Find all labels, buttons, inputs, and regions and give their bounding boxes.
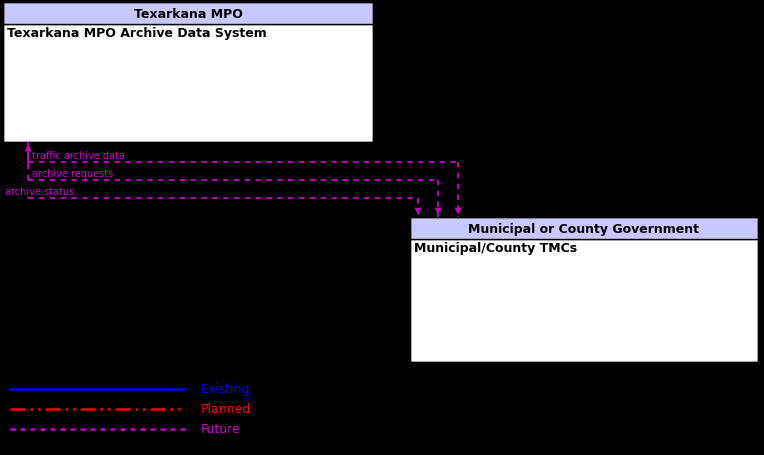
Text: Municipal or County Government: Municipal or County Government bbox=[468, 222, 700, 235]
Bar bbox=[3, 25, 373, 143]
Text: archive status: archive status bbox=[5, 187, 74, 197]
Text: traffic archive data: traffic archive data bbox=[32, 151, 125, 161]
Bar bbox=[410, 239, 758, 362]
Bar bbox=[3, 3, 373, 143]
Text: Planned: Planned bbox=[200, 403, 251, 415]
Text: Municipal/County TMCs: Municipal/County TMCs bbox=[414, 242, 577, 255]
Bar bbox=[3, 3, 373, 25]
Text: Existing: Existing bbox=[200, 383, 250, 396]
Text: Future: Future bbox=[200, 423, 240, 435]
Text: Texarkana MPO: Texarkana MPO bbox=[134, 7, 242, 20]
Text: archive requests: archive requests bbox=[32, 169, 113, 179]
Bar bbox=[410, 217, 758, 362]
Text: Texarkana MPO Archive Data System: Texarkana MPO Archive Data System bbox=[7, 27, 267, 40]
Bar bbox=[410, 217, 758, 239]
